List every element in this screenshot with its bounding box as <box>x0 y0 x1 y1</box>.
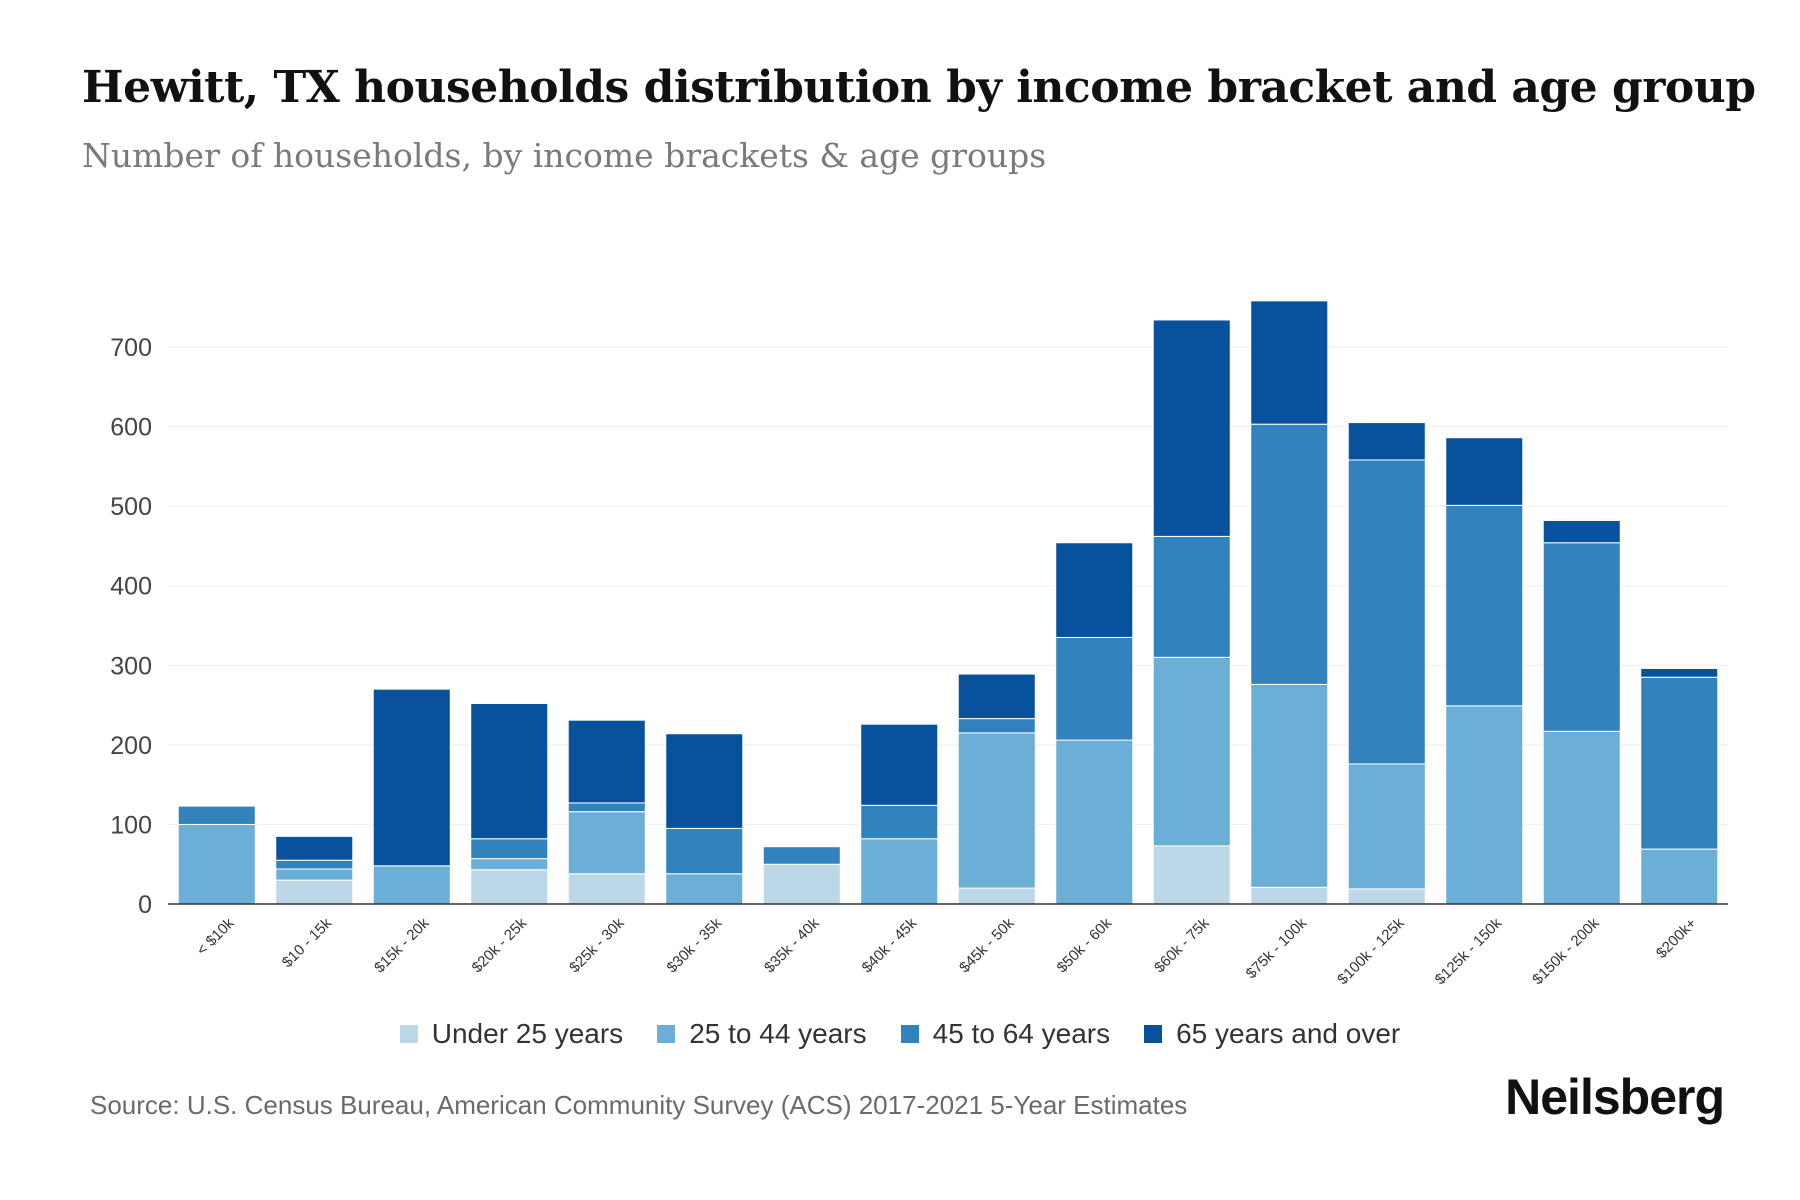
bar-segment <box>1347 422 1426 461</box>
bar-segment <box>567 811 646 875</box>
x-axis-ticks: < $10k $10 - 15k $15k - 20k $20k - 25k $25k … <box>193 914 1700 988</box>
x-tick-label: $30k - 35k <box>664 914 726 976</box>
bar-segment <box>665 827 744 875</box>
bars <box>177 300 1719 905</box>
bar-segment <box>1152 656 1231 847</box>
x-tick-label: $45k - 50k <box>956 914 1018 976</box>
bar-segment <box>1347 763 1426 890</box>
bar-segment <box>860 804 939 840</box>
bar-segment <box>275 868 354 881</box>
x-tick-label: < $10k <box>193 914 238 959</box>
bar-segment <box>1542 519 1621 544</box>
x-tick-label: $25k - 30k <box>566 914 628 976</box>
bar-segment <box>1542 730 1621 905</box>
legend-swatch <box>1144 1025 1163 1043</box>
bar-segment <box>372 688 451 867</box>
x-tick-label: $100k - 125k <box>1334 914 1408 988</box>
x-tick-label: $60k - 75k <box>1151 914 1213 976</box>
bar-segment <box>1445 705 1524 905</box>
legend-item: 25 to 44 years <box>657 1018 867 1050</box>
bar-segment <box>275 835 354 861</box>
bar-segment <box>470 869 549 905</box>
bar-segment <box>1055 636 1134 741</box>
legend-swatch <box>399 1025 418 1043</box>
legend-swatch <box>657 1025 676 1043</box>
bar-segment <box>1152 319 1231 537</box>
legend-label: 25 to 44 years <box>689 1018 867 1049</box>
bar-segment <box>1250 423 1329 685</box>
y-axis-ticks: 0 100 200 300 400 500 600 700 <box>110 334 152 919</box>
bar-segment <box>1542 542 1621 732</box>
bar-segment <box>957 673 1036 720</box>
source-note: Source: U.S. Census Bureau, American Com… <box>90 1090 1188 1120</box>
legend-item: 45 to 64 years <box>900 1018 1111 1050</box>
bar-segment <box>1152 535 1231 658</box>
legend-item: 65 years and over <box>1144 1018 1400 1050</box>
bar-segment <box>1347 459 1426 765</box>
bar-segment <box>567 719 646 804</box>
bar-segment <box>177 805 256 825</box>
bar-segment <box>567 873 646 905</box>
bar-segment <box>665 873 744 905</box>
x-tick-label: $40k - 45k <box>859 914 921 976</box>
x-tick-label: $75k - 100k <box>1243 914 1311 982</box>
bar-segment <box>860 838 939 905</box>
bar-segment <box>1640 667 1719 678</box>
bar-segment <box>372 865 451 905</box>
y-tick-label: 0 <box>138 891 152 919</box>
bar-segment <box>1152 845 1231 905</box>
bar-segment <box>860 723 939 806</box>
brand-logo: Neilsberg <box>1505 1069 1725 1125</box>
bar-segment <box>1250 300 1329 425</box>
bar-segment <box>470 702 549 840</box>
bar-segment <box>665 733 744 829</box>
y-tick-label: 500 <box>110 493 152 521</box>
x-tick-label: $15k - 20k <box>371 914 433 976</box>
chart-subtitle: Number of households, by income brackets… <box>82 136 1047 175</box>
legend-item: Under 25 years <box>399 1018 624 1050</box>
x-tick-label: $20k - 25k <box>469 914 531 976</box>
x-tick-label: $200k+ <box>1653 915 1700 962</box>
legend: Under 25 years 25 to 44 years 45 to 64 yea… <box>0 1018 1800 1050</box>
bar-segment <box>1055 739 1134 905</box>
bar-segment <box>275 859 354 870</box>
bar-segment <box>1250 683 1329 888</box>
x-tick-label: $125k - 150k <box>1432 914 1506 988</box>
y-tick-label: 100 <box>110 811 152 839</box>
bar-segment <box>957 718 1036 734</box>
bar-segment <box>957 887 1036 905</box>
y-tick-label: 700 <box>110 334 152 362</box>
bar-segment <box>1055 542 1134 638</box>
y-tick-label: 600 <box>110 414 152 442</box>
x-tick-label: $10 - 15k <box>279 914 336 971</box>
x-tick-label: $50k - 60k <box>1054 914 1116 976</box>
x-tick-label: $150k - 200k <box>1529 914 1603 988</box>
bar-segment <box>275 879 354 905</box>
legend-label: 45 to 64 years <box>932 1018 1111 1049</box>
bar-segment <box>1250 886 1329 905</box>
bar-segment <box>762 846 841 865</box>
chart-area: 0 100 200 300 400 500 600 700 < $10k $10 - 15k $1… <box>110 300 1728 988</box>
y-tick-label: 300 <box>110 652 152 680</box>
bar-segment <box>470 838 549 860</box>
bar-segment <box>1445 504 1524 707</box>
chart-title: Hewitt, TX households distribution by in… <box>82 62 1756 113</box>
legend-label: 65 years and over <box>1176 1018 1401 1049</box>
bar-segment <box>177 823 256 905</box>
bar-segment <box>957 732 1036 889</box>
bar-segment <box>470 858 549 871</box>
bar-segment <box>567 802 646 813</box>
x-tick-label: $35k - 40k <box>761 914 823 976</box>
y-tick-label: 200 <box>110 732 152 760</box>
bar-segment <box>1640 848 1719 905</box>
bar-segment <box>762 863 841 905</box>
bar-segment <box>1347 888 1426 905</box>
legend-label: Under 25 years <box>431 1018 624 1049</box>
y-tick-label: 400 <box>110 573 152 601</box>
bar-segment <box>1640 676 1719 850</box>
bar-segment <box>1445 437 1524 506</box>
legend-swatch <box>900 1025 919 1043</box>
